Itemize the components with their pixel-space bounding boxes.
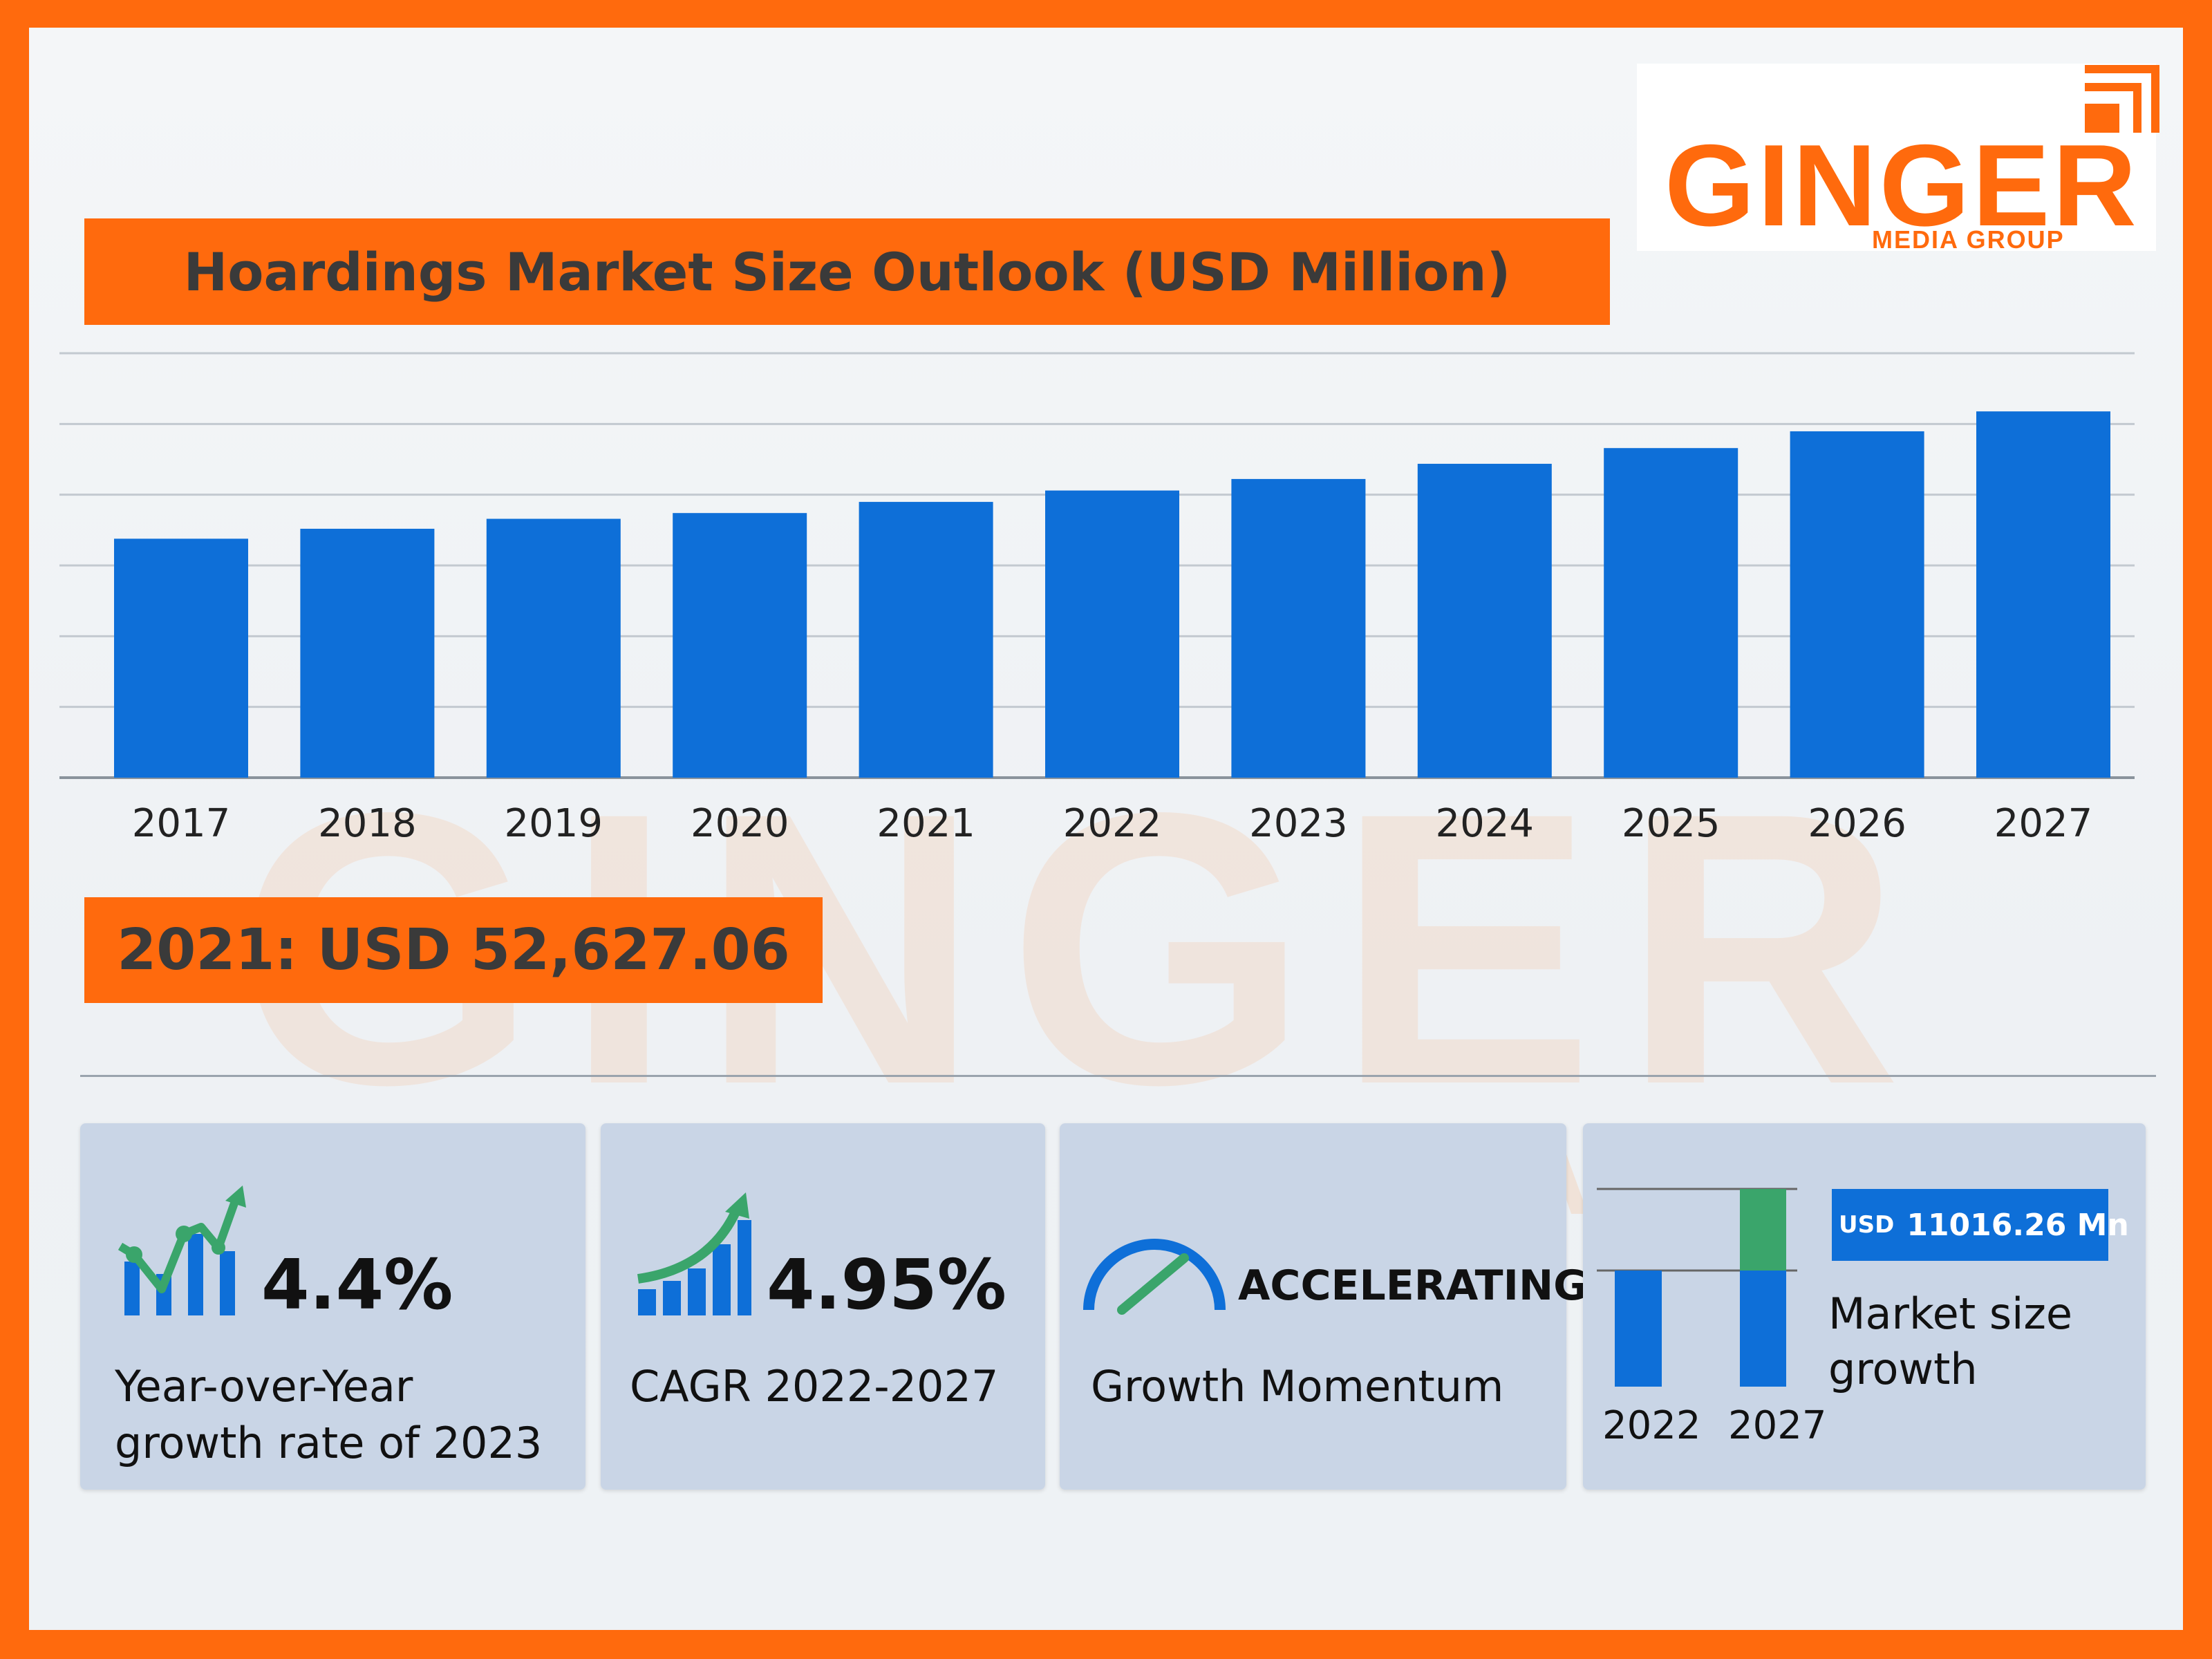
chart-title: Hoardings Market Size Outlook (USD Milli… [84,218,1610,325]
divider [80,1075,2156,1077]
bar-2019 [486,518,621,778]
cagr-label: CAGR 2022-2027 [630,1361,999,1412]
x-tick-label: 2023 [1249,801,1348,846]
speedometer-icon [1083,1239,1226,1315]
yoy-label-2: growth rate of 2023 [115,1418,543,1468]
x-tick-label: 2021 [877,801,975,846]
market-size-label-1: Market size [1828,1288,2073,1339]
market-size-badge: USD 11016.26 Mn [1832,1189,2129,1261]
bar-2023 [1231,478,1366,778]
x-tick-label: 2019 [505,801,603,846]
infographic: GINGER MEDIA GROUP 201720182019202020212… [29,28,2183,1630]
momentum-card: ACCELERATING Growth Momentum [1060,1123,1587,1490]
yoy-growth-card: 4.4% Year-over-Year growth rate of 2023 [80,1123,585,1490]
market-size-label-2: growth [1828,1344,1978,1394]
yoy-label-1: Year-over-Year [115,1361,413,1412]
bar-2025 [1604,448,1738,778]
x-tick-label: 2027 [1994,801,2093,846]
x-tick-label: 2018 [318,801,417,846]
bar-2027 [1976,411,2110,778]
cagr-card: 4.95% CAGR 2022-2027 [601,1123,1045,1490]
logo-tagline: MEDIA GROUP [1872,225,2065,254]
bar-2026 [1790,431,1924,778]
momentum-label: Growth Momentum [1091,1361,1504,1412]
bar-2017 [114,538,248,778]
bar-2020 [673,513,807,778]
momentum-value: ACCELERATING [1238,1262,1588,1310]
mini-bar-chart-icon [1597,1188,1797,1387]
logo-corner-icon [2085,65,2159,133]
x-tick-label: 2020 [691,801,789,846]
x-tick-label: 2017 [132,801,231,846]
x-tick-label: 2022 [1063,801,1162,846]
logo-brand: GINGER [1665,120,2139,250]
rising-bars-arrow-icon [637,1192,751,1315]
bar-chart: 2017 2018 2019 2020 2021 2022 2023 2024 2025 2026… [59,352,2135,846]
year-start: 2022 [1602,1403,1701,1448]
yoy-value: 4.4% [261,1244,453,1325]
badge-currency: USD [1839,1211,1895,1239]
bar-2024 [1417,463,1552,778]
x-tick-label: 2026 [1808,801,1906,846]
year-end: 2027 [1728,1403,1827,1448]
bar-2021 [859,502,993,778]
bar-line-growth-icon [118,1185,246,1315]
annotation-2021: 2021: USD 52,627.06 [84,897,823,1003]
cagr-value: 4.95% [767,1244,1006,1325]
bar-2018 [300,528,435,778]
ginger-logo: GINGER MEDIA GROUP [1637,64,2159,254]
x-tick-label: 2024 [1436,801,1535,846]
x-tick-label: 2025 [1622,801,1721,846]
bar-2022 [1045,490,1179,778]
market-size-growth-card: 2022 2027 USD 11016.26 Mn Market size gr… [1583,1123,2146,1490]
badge-amount: 11016.26 Mn [1906,1207,2129,1243]
